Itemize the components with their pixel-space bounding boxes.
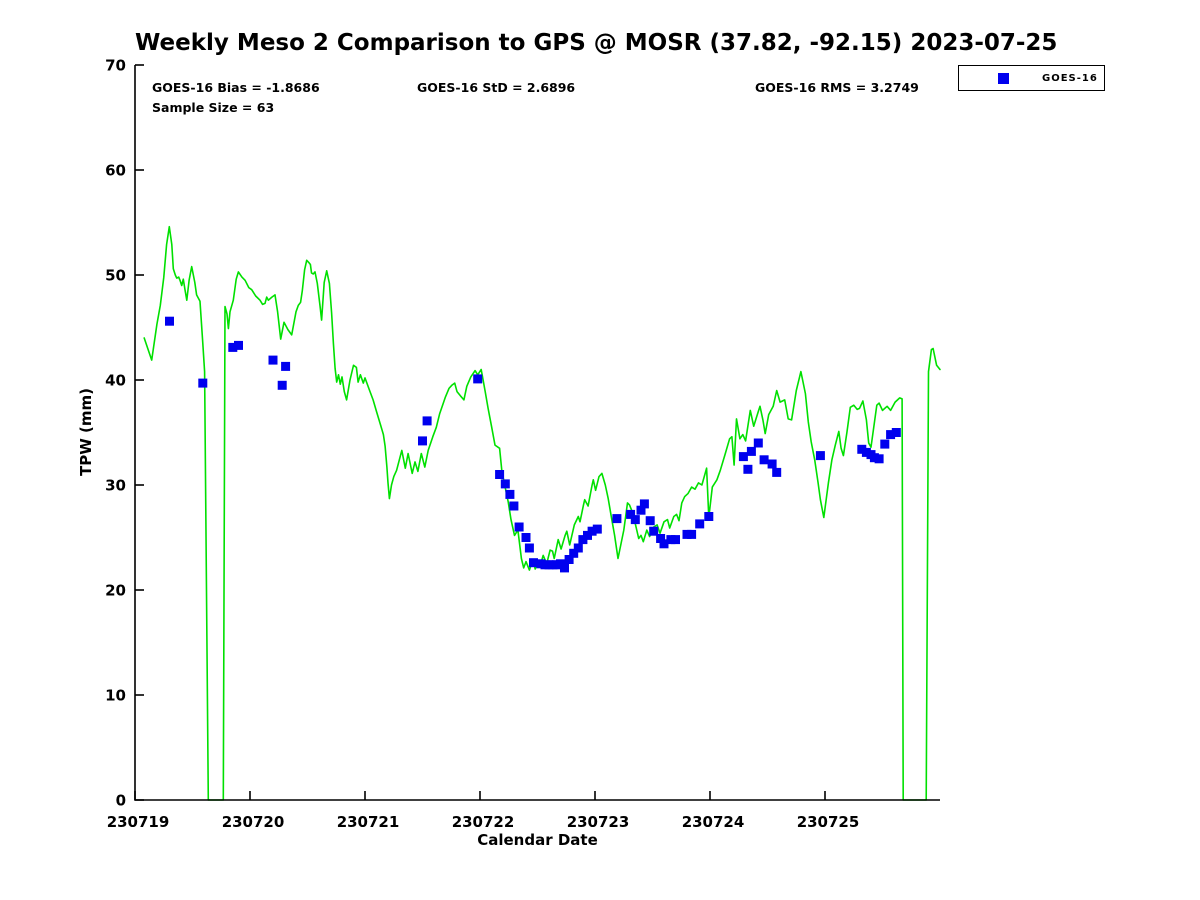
- x-tick-label: 230724: [682, 813, 745, 831]
- goes16-data-point: [767, 459, 777, 469]
- goes16-data-point: [753, 438, 763, 448]
- goes16-data-point: [612, 514, 622, 524]
- goes16-data-point: [234, 340, 243, 350]
- goes16-data-point: [869, 453, 879, 463]
- x-tick-label: 230719: [107, 813, 170, 831]
- goes16-data-point: [509, 501, 519, 511]
- stat-sample: Sample Size = 63: [152, 100, 275, 115]
- goes16-data-point: [560, 563, 569, 573]
- goes16-data-point: [165, 316, 174, 326]
- goes16-data-point: [687, 529, 697, 539]
- goes16-data-point: [592, 524, 602, 534]
- goes16-data-point: [886, 430, 896, 440]
- goes16-data-point: [636, 505, 646, 515]
- axis-spines: [134, 65, 940, 801]
- goes16-data-point: [746, 446, 756, 456]
- goes16-data-point: [521, 533, 531, 542]
- goes16-data-point: [495, 470, 505, 479]
- goes16-data-point: [500, 479, 510, 489]
- goes16-data-point: [630, 515, 640, 525]
- goes16-data-point: [743, 464, 753, 474]
- goes16-data-point: [861, 447, 871, 457]
- x-tick-label: 230723: [567, 813, 630, 831]
- stat-bias: GOES-16 Bias = -1.8686: [152, 80, 320, 95]
- y-tick-label: 70: [105, 57, 126, 75]
- goes16-data-point: [514, 522, 524, 532]
- goes16-data-point: [418, 436, 427, 446]
- goes16-data-point: [666, 535, 676, 545]
- x-tick-label: 230725: [797, 813, 860, 831]
- goes16-data-point: [198, 378, 208, 388]
- goes16-data-point: [524, 543, 534, 553]
- goes16-data-point: [857, 444, 867, 454]
- goes16-data-point: [268, 355, 278, 365]
- goes16-data-point: [645, 516, 655, 526]
- goes16-data-point: [880, 439, 890, 449]
- y-tick-label: 20: [105, 582, 126, 600]
- y-tick-label: 60: [105, 162, 126, 180]
- goes16-data-point: [422, 416, 432, 426]
- goes16-data-point: [578, 535, 588, 545]
- goes16-data-point: [815, 451, 825, 461]
- x-tick-label: 230722: [452, 813, 515, 831]
- goes16-data-point: [772, 467, 782, 477]
- goes16-data-point: [626, 509, 636, 519]
- y-tick-label: 50: [105, 267, 126, 285]
- goes16-data-point: [891, 428, 901, 437]
- goes16-data-point: [738, 452, 748, 462]
- goes16-data-point: [695, 519, 705, 529]
- goes16-data-point: [656, 534, 666, 543]
- goes16-data-point: [649, 526, 659, 536]
- legend-box: GOES-16: [958, 65, 1105, 91]
- goes16-data-point: [704, 512, 714, 521]
- goes16-data-point: [281, 361, 291, 371]
- goes16-data-point: [671, 535, 680, 545]
- y-tick-label: 30: [105, 477, 126, 495]
- y-tick-label: 40: [105, 372, 126, 390]
- x-tick-label: 230721: [337, 813, 400, 831]
- goes16-data-point: [639, 499, 649, 509]
- y-tick-label: 10: [105, 687, 126, 705]
- y-tick-label: 0: [116, 792, 126, 810]
- goes16-data-point: [583, 530, 592, 540]
- goes16-data-point: [569, 548, 579, 558]
- x-axis-label: Calendar Date: [477, 831, 598, 849]
- y-axis-label: TPW (mm): [77, 388, 95, 476]
- goes16-data-point: [874, 454, 884, 464]
- stat-rms: GOES-16 RMS = 3.2749: [755, 80, 919, 95]
- goes16-data-point: [277, 380, 287, 390]
- legend-label: GOES-16: [1042, 72, 1098, 84]
- x-tick-label: 230720: [222, 813, 285, 831]
- gps-line-series: [143, 225, 941, 801]
- goes16-data-point: [505, 489, 515, 499]
- legend-square-marker-icon: [998, 72, 1009, 84]
- goes16-data-point: [682, 529, 692, 539]
- goes16-data-point: [473, 374, 483, 384]
- stat-std: GOES-16 StD = 2.6896: [417, 80, 576, 95]
- goes16-data-point: [659, 539, 669, 549]
- goes16-data-point: [228, 342, 238, 352]
- goes16-data-point: [759, 455, 769, 465]
- goes16-data-point: [587, 526, 597, 536]
- goes16-data-point: [529, 558, 538, 568]
- goes16-data-point: [573, 543, 583, 553]
- goes16-data-point: [564, 555, 574, 564]
- chart-title: Weekly Meso 2 Comparison to GPS @ MOSR (…: [135, 30, 1058, 56]
